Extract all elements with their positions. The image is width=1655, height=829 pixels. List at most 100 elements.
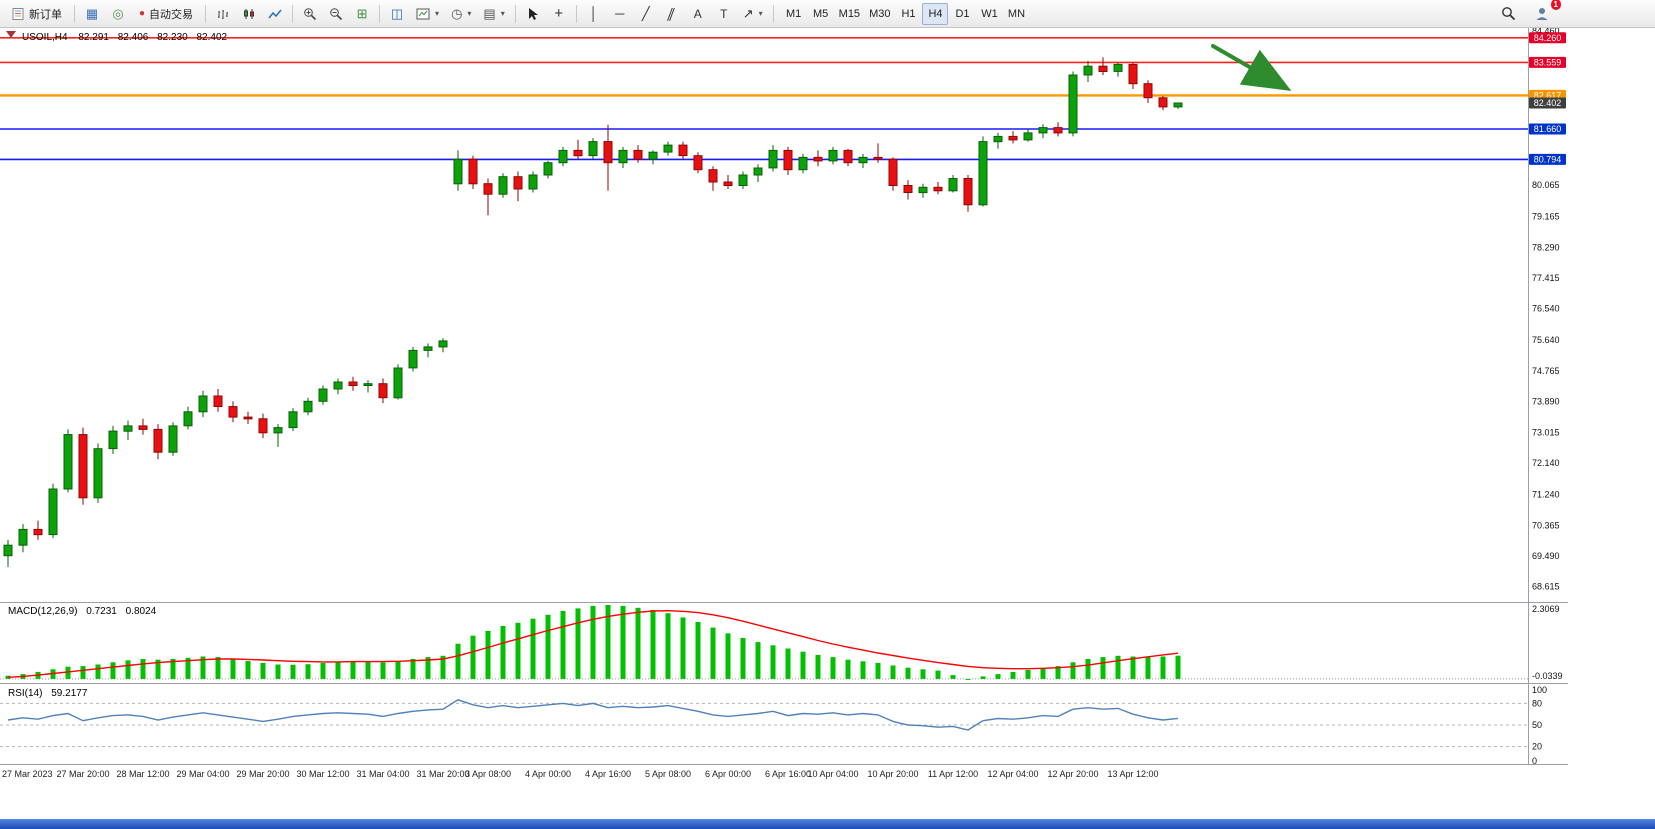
- price-axis-label: 71.240: [1532, 490, 1560, 500]
- chart-symbol-period: USOIL,H4: [22, 32, 68, 43]
- chart-canvas[interactable]: 100 80 50 20 0 84.460 80.065 79.165 78.290 77.41…: [0, 27, 1655, 819]
- macd-histogram-bar: [230, 659, 236, 679]
- zoom-out-button[interactable]: [324, 3, 348, 25]
- candle-body: [1128, 63, 1138, 85]
- macd-histogram-bar: [365, 661, 371, 679]
- pane-separators[interactable]: [0, 27, 1568, 765]
- macd-histogram-bar: [170, 659, 176, 679]
- time-axis-label: 11 Apr 12:00: [928, 769, 978, 779]
- candle-body: [753, 167, 763, 176]
- candle-body: [243, 416, 253, 420]
- macd-histogram-bar: [590, 605, 596, 679]
- macd-histogram-bar: [785, 648, 791, 679]
- trendline-tool-button[interactable]: ╱: [634, 3, 658, 25]
- one-click-trading-toggle[interactable]: [6, 31, 16, 38]
- price-axis-label: 74.765: [1532, 366, 1560, 376]
- macd-histogram-bar: [605, 605, 611, 679]
- timeframe-w1[interactable]: W1: [976, 3, 1002, 25]
- timeframe-h4[interactable]: H4: [922, 2, 949, 25]
- macd-histogram-bar: [380, 662, 386, 679]
- time-axis-label: 12 Apr 04:00: [987, 769, 1038, 779]
- macd-histogram-bar: [800, 651, 806, 679]
- candle-body: [423, 346, 433, 351]
- rsi-axis-label: 80: [1532, 698, 1542, 708]
- toolbar-separator: [772, 4, 774, 23]
- auto-trading-label: 自动交易: [149, 8, 194, 21]
- cursor-tool-button[interactable]: [521, 3, 545, 25]
- navigator-button[interactable]: ◎: [106, 3, 130, 25]
- candle-body: [843, 149, 853, 164]
- text-label-tool-button[interactable]: T: [712, 3, 736, 25]
- candle-body: [513, 176, 523, 190]
- tile-windows-button[interactable]: ◫: [385, 3, 409, 25]
- price-axis-label: 73.890: [1532, 397, 1560, 407]
- rsi-line: [7, 699, 1179, 731]
- timeframe-m5[interactable]: M5: [808, 3, 834, 25]
- auto-trading-button[interactable]: ● 自动交易: [132, 3, 200, 25]
- search-icon: [1502, 7, 1516, 21]
- period-clock-button[interactable]: ◷ ▾: [446, 3, 476, 25]
- arrows-tool-button[interactable]: ↗ ▾: [738, 3, 768, 25]
- toolbar-separator: [575, 4, 577, 23]
- bar-chart-type-button[interactable]: [211, 3, 235, 25]
- line-chart-type-button[interactable]: [263, 3, 287, 25]
- trend-arrow-annotation[interactable]: [1211, 44, 1292, 91]
- time-axis-label: 30 Mar 12:00: [296, 769, 349, 779]
- vertical-line-tool-button[interactable]: │: [582, 3, 606, 25]
- macd-signal-line: [7, 609, 1179, 678]
- macd-pane[interactable]: [0, 605, 1528, 680]
- zoom-in-icon: [304, 7, 317, 20]
- timeframe-m1[interactable]: M1: [781, 3, 807, 25]
- timeframe-h1[interactable]: H1: [895, 3, 921, 25]
- time-axis[interactable]: 27 Mar 2023 27 Mar 20:00 28 Mar 12:00 29 Ma…: [2, 769, 1159, 779]
- horizontal-line-tool-button[interactable]: ─: [608, 3, 632, 25]
- candlestick-chart-type-button[interactable]: [237, 3, 261, 25]
- account-button[interactable]: 1: [1529, 0, 1561, 25]
- search-button[interactable]: [1496, 3, 1521, 25]
- channel-tool-button[interactable]: ∥: [660, 3, 684, 25]
- price-axis[interactable]: 84.460 80.065 79.165 78.290 77.415 76.540 75.6…: [1529, 27, 1566, 681]
- timeframe-m30[interactable]: M30: [865, 3, 894, 25]
- candle-body: [228, 406, 238, 418]
- price-axis-label: 70.365: [1532, 520, 1560, 530]
- crosshair-tool-button[interactable]: +: [547, 3, 571, 25]
- macd-histogram-bar: [320, 662, 326, 679]
- timeframe-m15[interactable]: M15: [835, 3, 864, 25]
- rsi-label: RSI(14) 59.2177: [8, 688, 88, 699]
- candle-body: [678, 144, 688, 157]
- candle-body: [813, 156, 823, 162]
- macd-histogram-bar: [1070, 662, 1076, 679]
- new-chart-button[interactable]: ▾: [411, 3, 444, 25]
- price-axis-label: 76.540: [1532, 304, 1560, 314]
- zoom-in-button[interactable]: [298, 3, 322, 25]
- text-tool-button[interactable]: A: [686, 3, 710, 25]
- template-icon: ▤: [483, 6, 496, 21]
- macd-histogram-bar: [1145, 657, 1151, 679]
- market-watch-button[interactable]: ▦: [80, 3, 104, 25]
- price-axis-label: 72.140: [1532, 458, 1560, 468]
- candle-body: [663, 144, 673, 153]
- timeframe-d1[interactable]: D1: [949, 3, 975, 25]
- templates-button[interactable]: ▤ ▾: [478, 3, 509, 25]
- new-order-button[interactable]: 新订单: [4, 3, 69, 25]
- macd-histogram-bar: [155, 659, 161, 679]
- time-axis-label: 29 Mar 04:00: [176, 769, 229, 779]
- price-pane[interactable]: [0, 37, 1528, 567]
- ohlc-open: 82.291: [78, 32, 109, 43]
- macd-histogram-bar: [1115, 655, 1121, 679]
- grid-icon: ⊞: [356, 6, 368, 21]
- horizontal-line-icon: ─: [615, 6, 625, 21]
- candle-body: [918, 186, 928, 194]
- macd-histogram-bar: [1055, 666, 1061, 679]
- rsi-pane[interactable]: 100 80 50 20 0: [0, 685, 1547, 766]
- grid-button[interactable]: ⊞: [350, 3, 374, 25]
- timeframe-mn[interactable]: MN: [1003, 3, 1029, 25]
- time-axis-label: 5 Apr 08:00: [645, 769, 691, 779]
- candle-body: [333, 381, 343, 390]
- time-axis-label: 31 Mar 04:00: [356, 769, 409, 779]
- macd-histogram-bar: [1010, 671, 1016, 679]
- macd-axis-label: 2.3069: [1532, 604, 1560, 614]
- time-axis-label: 28 Mar 12:00: [116, 769, 169, 779]
- cursor-icon: [528, 7, 538, 20]
- candle-body: [168, 425, 178, 453]
